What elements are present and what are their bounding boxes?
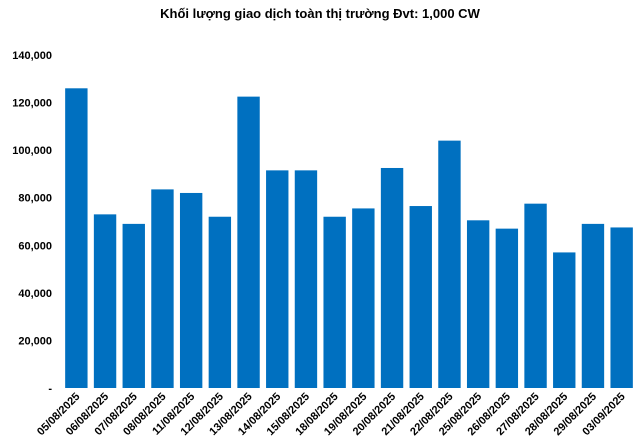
y-tick-label: 120,000: [12, 98, 52, 110]
y-tick-label: 20,000: [18, 335, 52, 347]
x-axis: 05/08/202506/08/202507/08/202508/08/2025…: [35, 391, 628, 438]
y-tick-label: 100,000: [12, 145, 52, 157]
bar-26/08/2025: [495, 228, 519, 388]
bar-28/08/2025: [553, 252, 576, 388]
y-tick-label: -: [48, 383, 52, 395]
bar-20/08/2025: [380, 167, 404, 388]
bar-19/08/2025: [352, 208, 375, 388]
bar-12/08/2025: [208, 216, 232, 388]
bars-group: [65, 88, 633, 389]
bar-05/08/2025: [65, 88, 88, 389]
bar-11/08/2025: [179, 192, 203, 388]
bar-14/08/2025: [266, 170, 289, 388]
bar-21/08/2025: [409, 206, 432, 388]
bar-27/08/2025: [524, 203, 547, 388]
bar-22/08/2025: [438, 140, 461, 388]
y-tick-label: 60,000: [18, 240, 52, 252]
bar-06/08/2025: [93, 214, 117, 388]
bar-29/08/2025: [581, 223, 605, 388]
y-axis: - 20,000 40,000 60,000 80,000 100,000 120,000 1…: [12, 50, 52, 395]
bar-25/08/2025: [466, 220, 490, 388]
bar-08/08/2025: [151, 189, 174, 388]
y-tick-label: 80,000: [18, 193, 52, 205]
y-tick-label: 140,000: [12, 50, 52, 62]
chart-title: Khối lượng giao dịch toàn thị trường Đvt…: [160, 6, 480, 21]
bar-18/08/2025: [323, 216, 346, 388]
bar-13/08/2025: [237, 96, 260, 389]
bar-07/08/2025: [122, 223, 145, 388]
bar-03/09/2025: [610, 227, 633, 388]
bar-15/08/2025: [294, 170, 318, 388]
y-tick-label: 40,000: [18, 288, 52, 300]
